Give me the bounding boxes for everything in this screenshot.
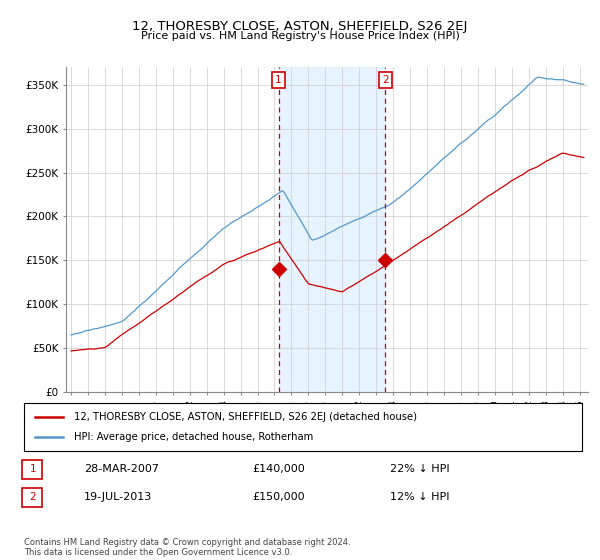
Bar <box>278 67 385 392</box>
Text: 12% ↓ HPI: 12% ↓ HPI <box>390 492 449 502</box>
Text: Contains HM Land Registry data © Crown copyright and database right 2024.
This d: Contains HM Land Registry data © Crown c… <box>24 538 350 557</box>
Text: Price paid vs. HM Land Registry's House Price Index (HPI): Price paid vs. HM Land Registry's House … <box>140 31 460 41</box>
Text: 2: 2 <box>29 492 37 502</box>
Text: 19-JUL-2013: 19-JUL-2013 <box>84 492 152 502</box>
Text: 22% ↓ HPI: 22% ↓ HPI <box>390 464 449 474</box>
Text: £150,000: £150,000 <box>252 492 305 502</box>
Text: 28-MAR-2007: 28-MAR-2007 <box>84 464 159 474</box>
Text: 1: 1 <box>275 76 282 85</box>
Text: HPI: Average price, detached house, Rotherham: HPI: Average price, detached house, Roth… <box>74 432 313 442</box>
Text: £140,000: £140,000 <box>252 464 305 474</box>
Text: 12, THORESBY CLOSE, ASTON, SHEFFIELD, S26 2EJ: 12, THORESBY CLOSE, ASTON, SHEFFIELD, S2… <box>133 20 467 32</box>
Text: 1: 1 <box>29 464 37 474</box>
Text: 12, THORESBY CLOSE, ASTON, SHEFFIELD, S26 2EJ (detached house): 12, THORESBY CLOSE, ASTON, SHEFFIELD, S2… <box>74 412 417 422</box>
Text: 2: 2 <box>382 76 389 85</box>
